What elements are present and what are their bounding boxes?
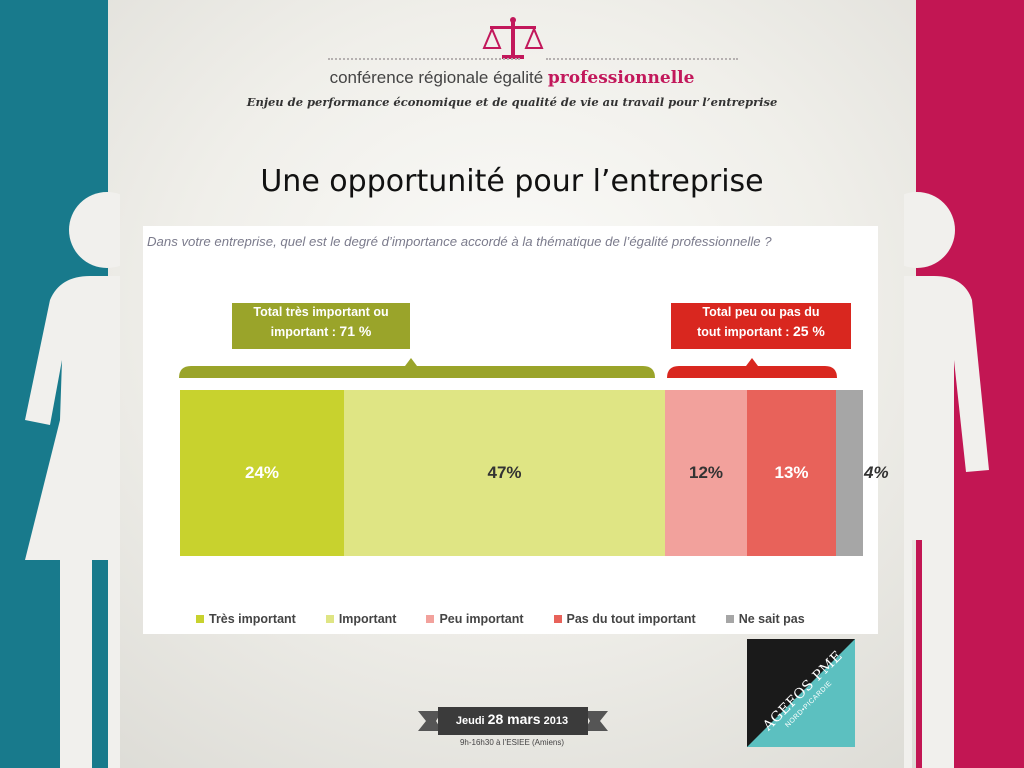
date-year: 2013 <box>540 715 569 727</box>
date-banner-ribbon <box>418 707 608 735</box>
header-divider-right <box>546 58 738 60</box>
slide-title: Une opportunité pour l’entreprise <box>260 164 764 199</box>
legend-swatch <box>196 615 204 623</box>
conference-title-prefix: conférence régionale égalité <box>329 68 544 87</box>
legend-item: Pas du tout important <box>553 612 696 626</box>
legend-swatch <box>325 615 334 623</box>
male-silhouette-icon <box>904 192 989 768</box>
legend-item: Important <box>325 612 397 626</box>
event-venue: 9h-16h30 à l’ESIEE (Amiens) <box>459 738 565 747</box>
bar-value-label: 24% <box>244 463 280 482</box>
bar-segment-5: 4% <box>836 390 889 556</box>
bar-value-label: 4% <box>864 463 889 482</box>
header-divider-left <box>328 58 520 60</box>
legend-label: Important <box>338 612 397 626</box>
date-day-month: 28 mars <box>487 711 541 727</box>
bar-segment-1: 24% <box>180 390 344 556</box>
callout-total-not-important: Total peu ou pas du tout important : 25 … <box>671 303 851 349</box>
bar-value-label: 47% <box>487 463 522 482</box>
bar-segment-4: 13% <box>747 390 836 556</box>
legend-label: Ne sait pas <box>738 612 805 626</box>
legend-label: Très important <box>209 612 296 626</box>
scale-of-justice-icon <box>482 17 544 59</box>
callout-important-prefix: important : <box>270 325 340 339</box>
callout-not-important-prefix: tout important : <box>697 325 793 339</box>
agefos-pme-logo: AGEFOS PME NORD•PICARDIE <box>747 639 855 747</box>
event-date: Jeudi 28 mars 2013 <box>437 711 587 727</box>
logo-teal-triangle <box>747 639 855 747</box>
callout-total-important: Total très important ou important : 71 % <box>232 303 410 349</box>
legend-swatch <box>426 615 435 623</box>
bar-value-label: 13% <box>774 463 809 482</box>
date-prefix: Jeudi <box>455 715 488 727</box>
callout-not-important-value: 25 % <box>792 323 825 339</box>
conference-subtitle: Enjeu de performance économique et de qu… <box>246 95 778 109</box>
legend-item: Ne sait pas <box>725 612 805 626</box>
callout-important-line2: important : 71 % <box>232 322 410 342</box>
conference-title-highlight: professionnelle <box>547 68 695 88</box>
legend-swatch <box>553 615 562 623</box>
bar-segment-3: 12% <box>665 390 747 556</box>
female-silhouette-icon <box>25 192 120 768</box>
callout-not-important-line2: tout important : 25 % <box>671 322 851 342</box>
callout-important-value: 71 % <box>339 323 372 339</box>
brace-not-important <box>667 358 837 378</box>
callout-not-important-line1: Total peu ou pas du <box>702 305 820 319</box>
legend-item: Peu important <box>426 612 524 626</box>
conference-title: conférence régionale égalité professionn… <box>0 68 1024 88</box>
legend-label: Pas du tout important <box>566 612 696 626</box>
legend-item: Très important <box>196 612 296 626</box>
brace-important <box>179 358 655 378</box>
chart-legend: Très important Important Peu important Pas … <box>196 612 835 626</box>
callout-important-line1: Total très important ou <box>253 305 389 319</box>
survey-question: Dans votre entreprise, quel est le degré… <box>147 234 772 249</box>
bar-value-label: 12% <box>688 463 724 482</box>
legend-label: Peu important <box>439 612 524 626</box>
chart-panel: Dans votre entreprise, quel est le degré… <box>143 226 889 634</box>
bar-segment-2: 47% <box>344 390 665 556</box>
legend-swatch <box>725 615 734 623</box>
